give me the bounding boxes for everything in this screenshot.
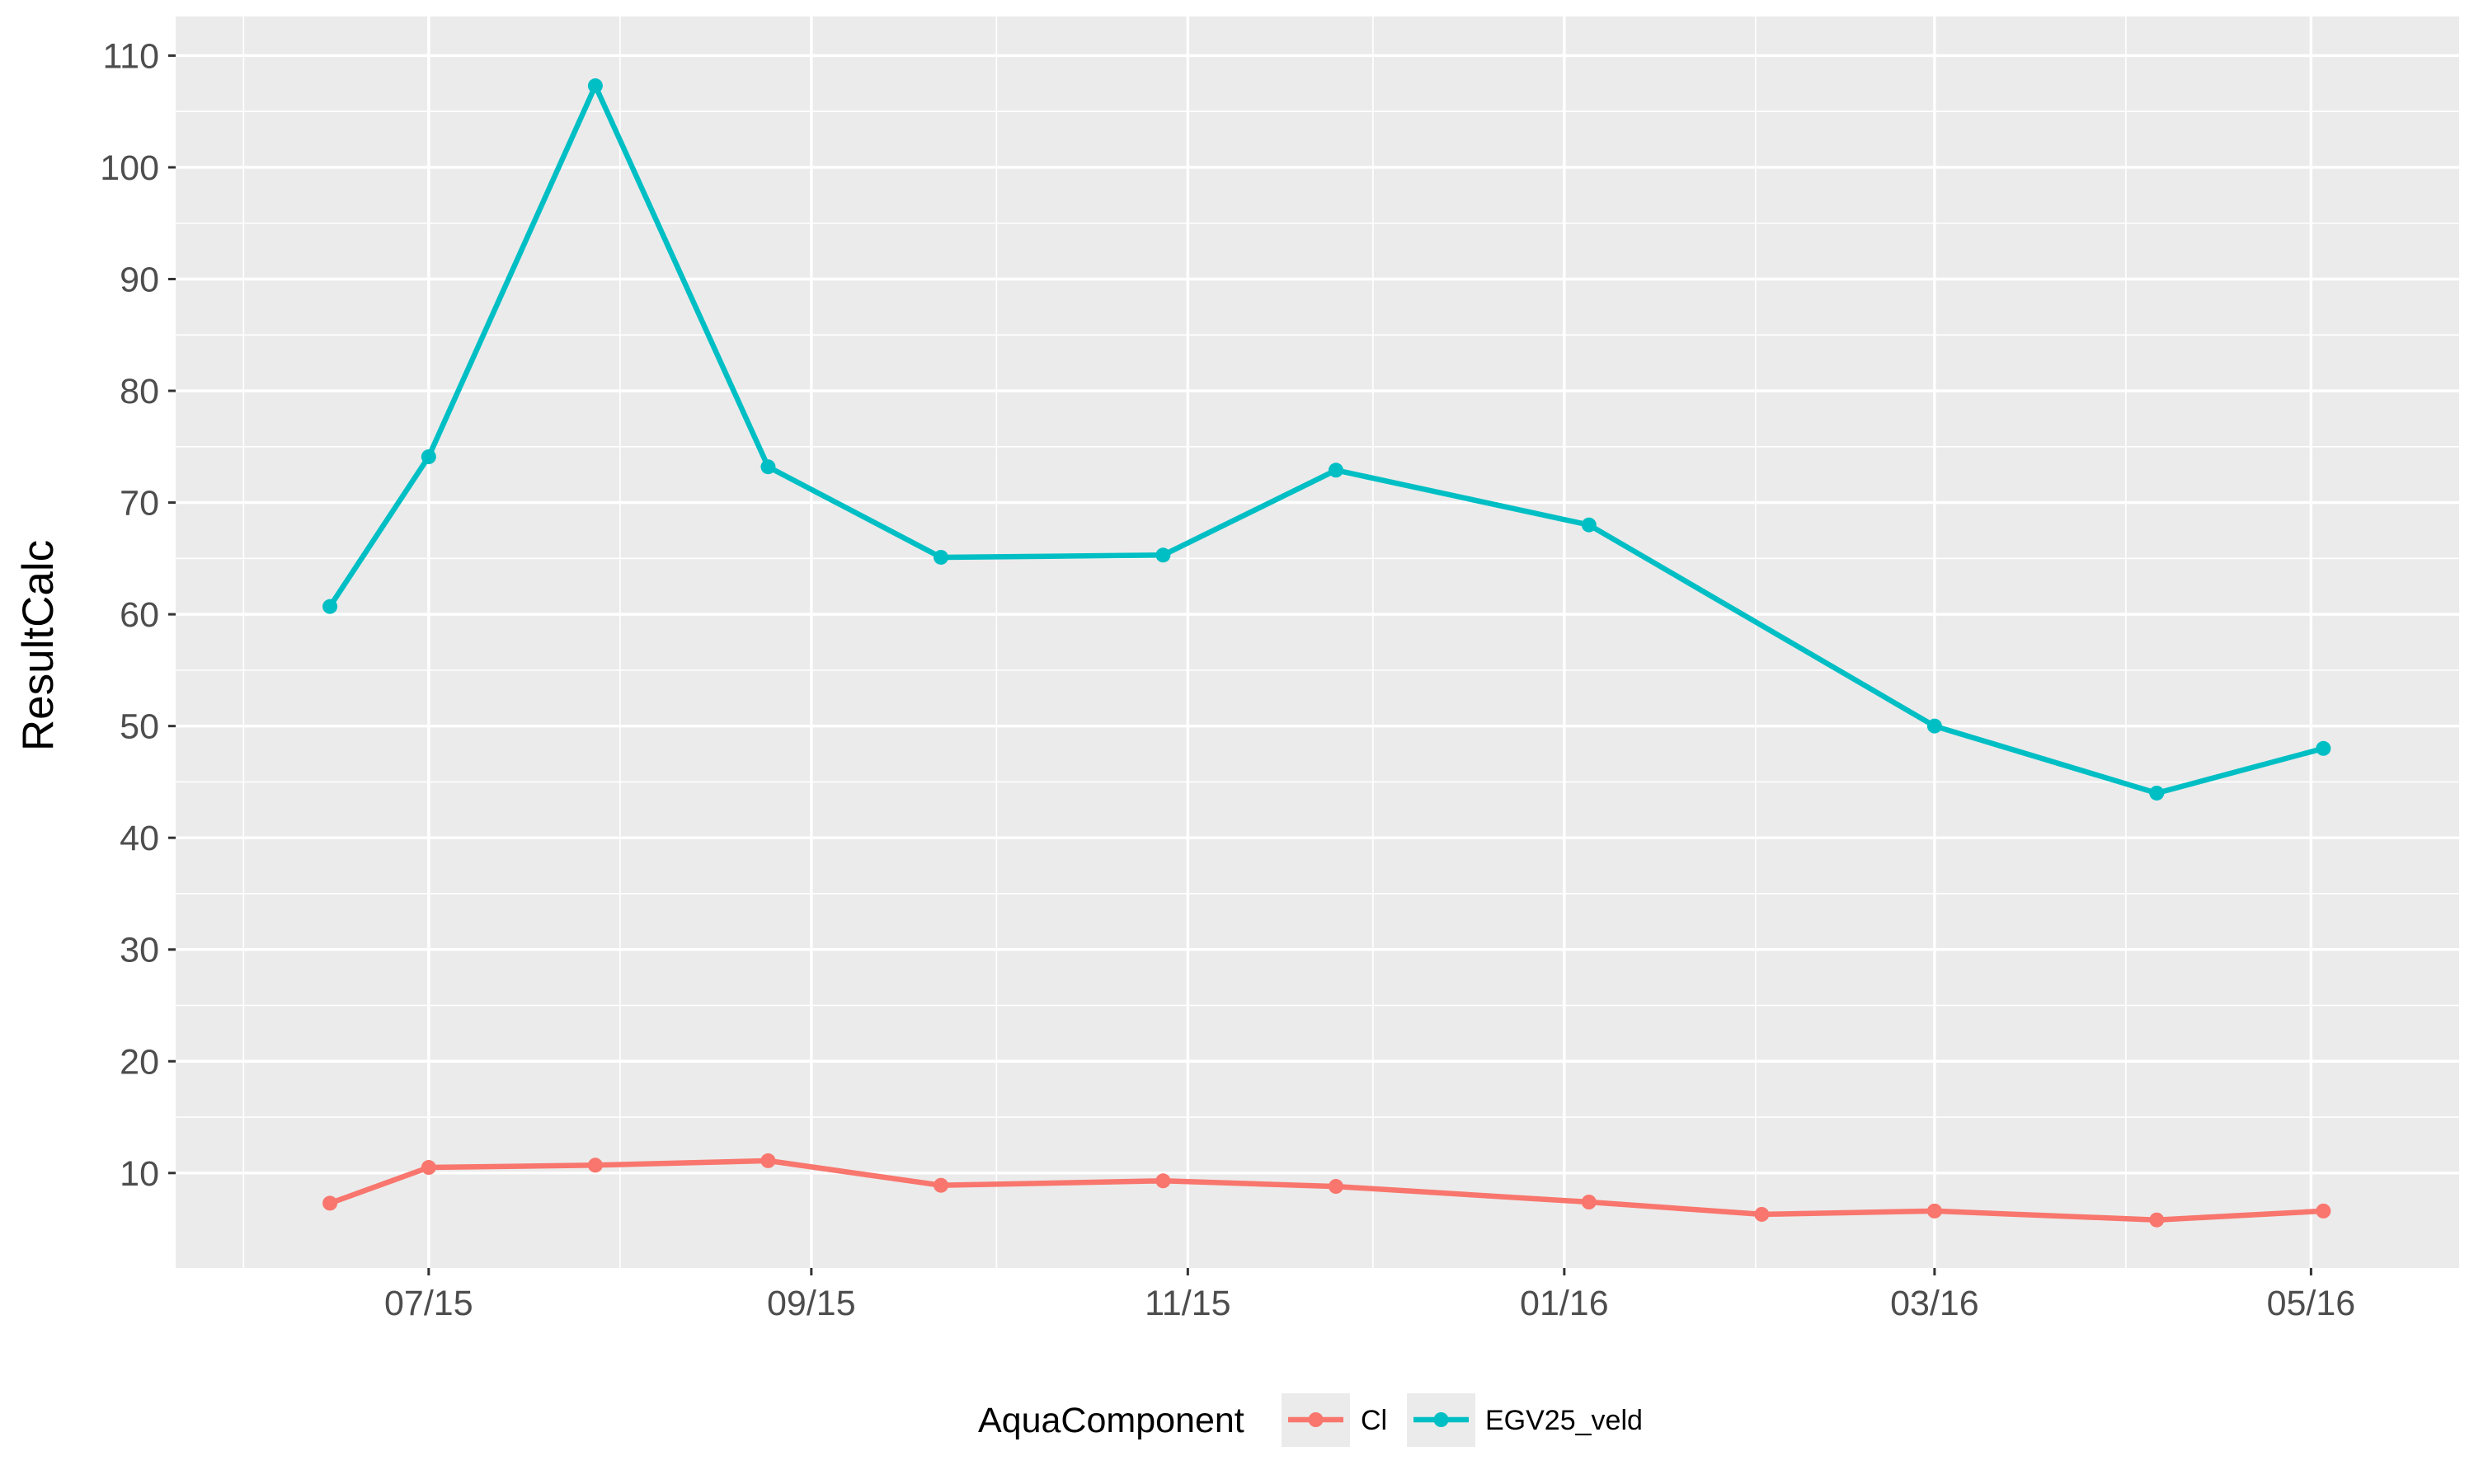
y-tick-label: 70 (120, 484, 159, 524)
major-gridlines (176, 16, 2459, 1268)
data-point-egv25-veld (1155, 547, 1171, 563)
data-point-egv25-veld (2149, 785, 2165, 801)
x-tick-label: 05/16 (2267, 1284, 2356, 1323)
data-point-egv25-veld (760, 459, 776, 475)
legend-title: AquaComponent (978, 1401, 1244, 1440)
y-tick-label: 40 (120, 819, 159, 858)
x-axis-tick-labels: 07/15 09/15 11/15 01/16 03/16 05/16 (384, 1284, 2355, 1323)
data-point-egv25-veld (322, 599, 338, 614)
y-tick-label: 80 (120, 372, 159, 411)
data-point-cl (2149, 1212, 2165, 1228)
y-tick-label: 20 (120, 1042, 159, 1082)
series-line-cl (328, 1158, 2324, 1223)
data-point-egv25-veld (587, 78, 603, 94)
y-tick-label: 10 (120, 1154, 159, 1194)
y-tick-label: 60 (120, 595, 159, 635)
data-point-cl (1754, 1206, 1770, 1222)
data-point-egv25-veld (2316, 740, 2331, 756)
data-point-egv25-veld (933, 549, 948, 565)
y-tick-label: 50 (120, 707, 159, 747)
y-axis-title: ResultCalc (14, 540, 63, 751)
minor-gridlines (176, 16, 2459, 1268)
legend-marker-egv25-veld (1433, 1412, 1449, 1427)
y-tick-label: 30 (120, 931, 159, 970)
x-tick-label: 09/15 (767, 1284, 856, 1323)
legend-marker-cl (1308, 1412, 1324, 1427)
data-point-cl (1581, 1195, 1597, 1210)
x-tick-label: 03/16 (1890, 1284, 1979, 1323)
x-tick-label: 11/15 (1145, 1284, 1230, 1323)
series-points (322, 78, 2331, 1228)
data-point-cl (322, 1195, 338, 1211)
data-point-cl (933, 1177, 948, 1193)
data-point-egv25-veld (1581, 517, 1597, 533)
data-point-cl (421, 1160, 436, 1176)
data-point-egv25-veld (1926, 718, 1942, 734)
data-point-egv25-veld (421, 449, 436, 465)
data-point-cl (587, 1158, 603, 1173)
y-tick-label: 90 (120, 261, 159, 300)
y-axis-tick-labels: 10 20 30 40 50 60 70 80 90 100 110 (100, 36, 159, 1193)
y-tick-label: 110 (102, 36, 159, 76)
data-point-cl (2316, 1203, 2331, 1219)
y-tick-label: 100 (100, 148, 159, 188)
legend-item-egv25-veld: EGV25_veld (1407, 1393, 1643, 1447)
data-point-cl (1926, 1203, 1942, 1219)
legend-label-egv25-veld: EGV25_veld (1485, 1405, 1643, 1436)
legend-items: Cl EGV25_veld (1282, 1393, 1643, 1447)
data-point-cl (1155, 1173, 1171, 1189)
plot-panel (176, 16, 2459, 1268)
data-point-cl (760, 1153, 776, 1168)
data-point-egv25-veld (1328, 463, 1343, 478)
axis-ticks (168, 54, 2312, 1275)
legend-label-cl: Cl (1361, 1405, 1387, 1436)
legend-item-cl: Cl (1282, 1393, 1387, 1447)
x-tick-label: 07/15 (384, 1284, 473, 1323)
legend: AquaComponent Cl EGV25_veld (978, 1393, 1643, 1447)
x-tick-label: 01/16 (1520, 1284, 1609, 1323)
data-point-cl (1328, 1179, 1343, 1195)
